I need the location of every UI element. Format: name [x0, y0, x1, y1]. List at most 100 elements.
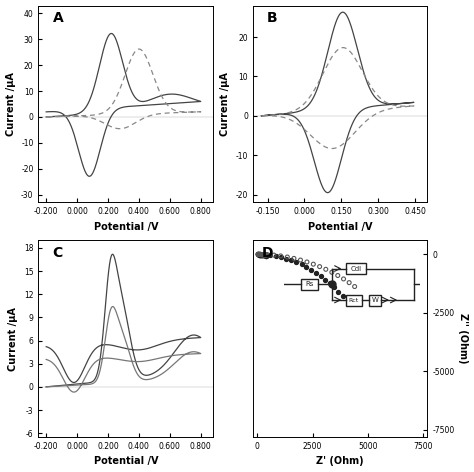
Point	[283, 253, 291, 261]
Point	[255, 251, 263, 258]
Point	[255, 251, 263, 258]
Point	[351, 283, 358, 290]
Y-axis label: Z'' (Ohm): Z'' (Ohm)	[458, 313, 468, 364]
Point	[330, 284, 338, 291]
X-axis label: Z' (Ohm): Z' (Ohm)	[316, 456, 364, 466]
Point	[297, 256, 304, 264]
Point	[258, 251, 266, 258]
Point	[256, 251, 264, 258]
Point	[326, 279, 334, 287]
Point	[255, 251, 262, 258]
Point	[257, 251, 265, 259]
Point	[255, 251, 263, 258]
Point	[255, 251, 263, 258]
Point	[267, 251, 274, 259]
Text: C: C	[53, 246, 63, 260]
Point	[259, 251, 267, 259]
Point	[256, 251, 264, 258]
Point	[335, 288, 342, 295]
Point	[261, 252, 268, 259]
Y-axis label: Current /μA: Current /μA	[6, 72, 16, 136]
Y-axis label: Current /μA: Current /μA	[9, 307, 18, 371]
Point	[256, 251, 264, 259]
Point	[257, 251, 265, 258]
X-axis label: Potential /V: Potential /V	[308, 222, 373, 232]
Text: B: B	[267, 11, 277, 25]
Text: D: D	[262, 246, 273, 260]
Point	[262, 251, 270, 259]
Point	[310, 261, 317, 268]
Point	[262, 252, 270, 260]
Point	[262, 251, 269, 259]
Y-axis label: Current /μA: Current /μA	[220, 72, 230, 136]
Point	[322, 276, 329, 283]
Point	[259, 252, 267, 259]
Point	[257, 251, 265, 258]
Point	[270, 251, 278, 259]
Point	[256, 251, 264, 258]
Point	[256, 251, 264, 258]
Point	[312, 269, 320, 277]
Point	[292, 258, 300, 266]
Point	[255, 251, 262, 258]
Point	[303, 263, 310, 271]
Point	[258, 251, 266, 259]
Point	[261, 251, 268, 259]
Point	[261, 251, 269, 259]
Point	[256, 251, 264, 259]
Point	[261, 251, 268, 259]
Point	[259, 251, 266, 259]
Point	[255, 251, 262, 258]
Point	[328, 269, 336, 276]
Point	[255, 251, 263, 258]
Point	[255, 251, 263, 258]
Point	[254, 251, 262, 258]
Point	[257, 251, 264, 258]
Point	[322, 266, 329, 273]
Point	[257, 251, 264, 259]
Point	[256, 251, 264, 258]
Point	[257, 251, 265, 259]
Point	[258, 251, 265, 259]
Point	[298, 261, 305, 268]
Point	[262, 252, 269, 259]
X-axis label: Potential /V: Potential /V	[93, 456, 158, 466]
Point	[259, 252, 267, 259]
Point	[258, 251, 265, 258]
Point	[340, 275, 347, 283]
Point	[334, 272, 342, 279]
Point	[260, 251, 268, 259]
Point	[259, 251, 266, 259]
Point	[339, 292, 346, 300]
Point	[283, 255, 290, 262]
Point	[260, 252, 267, 259]
Point	[254, 251, 262, 258]
Point	[260, 251, 268, 259]
Point	[277, 253, 285, 261]
Point	[317, 272, 325, 280]
Point	[308, 266, 315, 273]
Point	[261, 252, 269, 259]
Point	[262, 252, 270, 260]
Point	[262, 252, 269, 259]
X-axis label: Potential /V: Potential /V	[93, 222, 158, 232]
Point	[303, 258, 311, 266]
Point	[259, 251, 267, 259]
Point	[261, 251, 269, 258]
Point	[257, 251, 264, 258]
Point	[346, 279, 353, 287]
Point	[258, 251, 265, 259]
Point	[290, 254, 298, 262]
Point	[264, 251, 271, 258]
Point	[262, 251, 269, 259]
Text: A: A	[53, 11, 63, 25]
Point	[259, 251, 266, 259]
Point	[288, 256, 295, 264]
Point	[261, 252, 268, 259]
Point	[262, 251, 270, 259]
Point	[258, 251, 265, 258]
Point	[256, 251, 264, 259]
Point	[316, 263, 323, 270]
Point	[260, 252, 268, 259]
Point	[272, 252, 280, 260]
